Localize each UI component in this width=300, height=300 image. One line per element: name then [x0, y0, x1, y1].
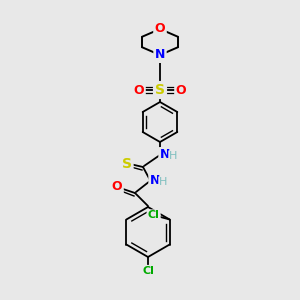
Text: O: O	[134, 83, 144, 97]
Text: H: H	[169, 151, 177, 161]
Text: O: O	[155, 22, 165, 35]
Text: S: S	[122, 157, 132, 171]
Text: O: O	[176, 83, 186, 97]
Text: Cl: Cl	[148, 211, 160, 220]
Text: N: N	[150, 175, 160, 188]
Text: N: N	[160, 148, 170, 161]
Text: O: O	[112, 181, 122, 194]
Text: S: S	[155, 83, 165, 97]
Text: Cl: Cl	[142, 266, 154, 276]
Text: N: N	[155, 49, 165, 62]
Text: H: H	[159, 177, 167, 187]
